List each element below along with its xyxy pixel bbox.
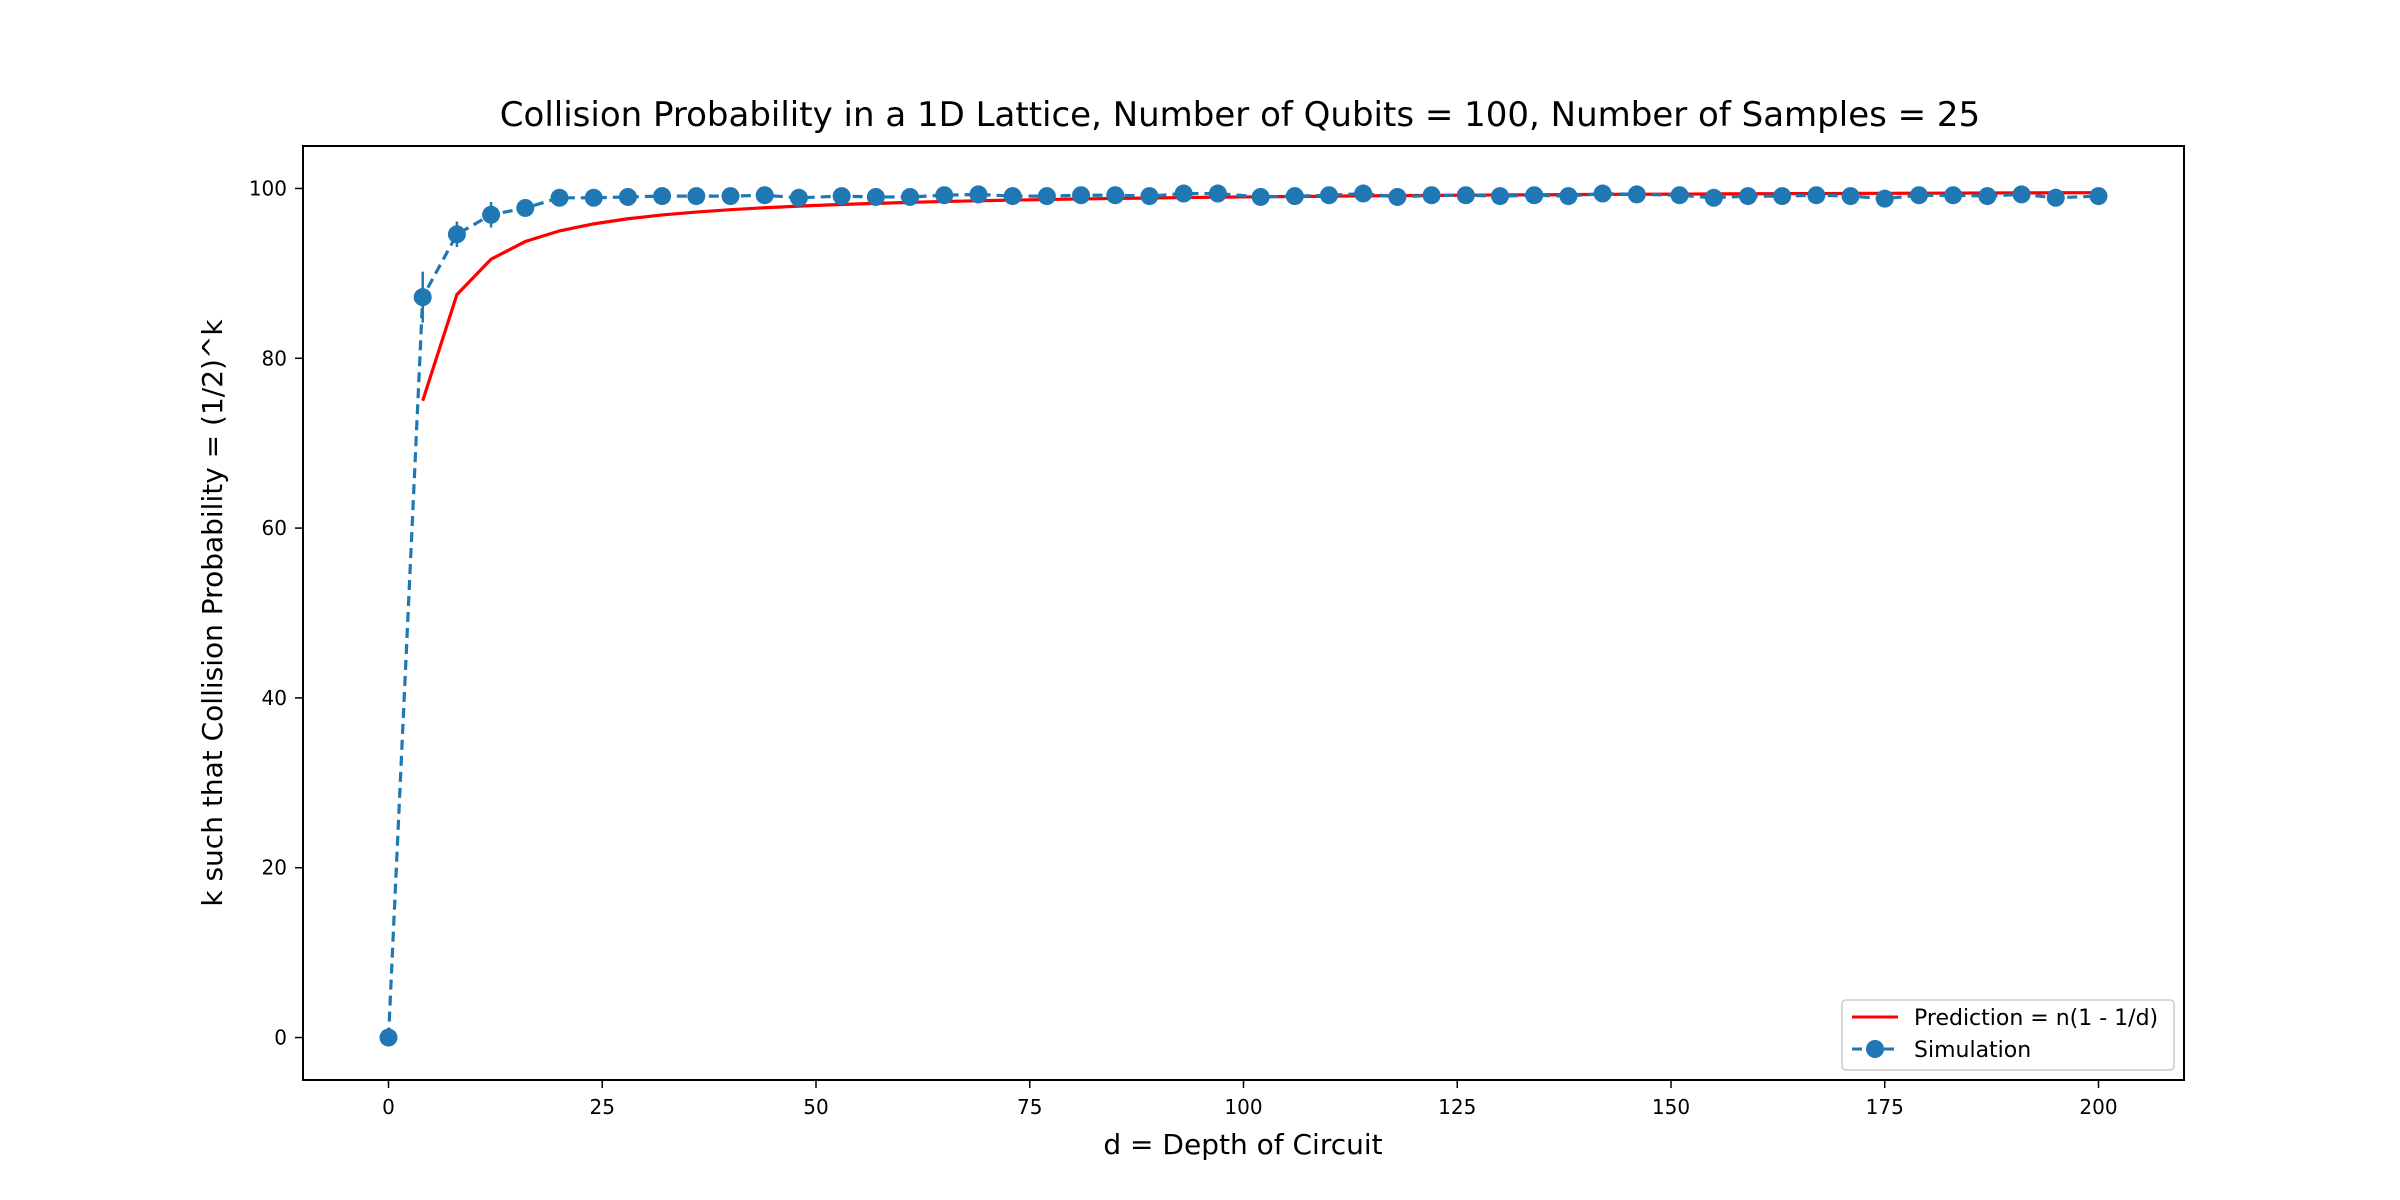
plot-area	[379, 184, 2108, 1047]
simulation-point	[969, 185, 988, 204]
simulation-point	[687, 187, 706, 206]
y-tick-label: 40	[262, 686, 287, 710]
simulation-point	[935, 186, 954, 205]
simulation-point	[1670, 186, 1689, 205]
legend-prediction-label: Prediction = n(1 - 1/d)	[1914, 1006, 2158, 1031]
simulation-point	[618, 187, 637, 206]
simulation-point	[1354, 184, 1373, 203]
simulation-point	[1037, 187, 1056, 206]
simulation-point	[1704, 188, 1723, 207]
simulation-point	[1491, 187, 1509, 206]
simulation-point	[2046, 188, 2065, 207]
simulation-point	[516, 198, 535, 217]
simulation-point	[1285, 187, 1304, 206]
simulation-point	[550, 188, 569, 207]
simulation-point	[1106, 186, 1125, 205]
simulation-point	[2012, 185, 2031, 204]
simulation-point	[1807, 186, 1826, 205]
simulation-point	[1525, 186, 1544, 205]
simulation-point	[866, 187, 885, 206]
x-tick-label: 0	[382, 1095, 395, 1119]
y-tick-label: 20	[262, 856, 287, 880]
simulation-point	[721, 187, 740, 206]
x-tick-label: 25	[590, 1095, 615, 1119]
x-tick-label: 150	[1652, 1095, 1690, 1119]
y-tick-label: 0	[274, 1026, 287, 1050]
simulation-point	[379, 1028, 398, 1047]
simulation-point	[1627, 185, 1646, 204]
simulation-point	[1320, 186, 1338, 205]
simulation-point	[1003, 187, 1022, 206]
x-tick-label: 175	[1866, 1095, 1904, 1119]
simulation-point	[447, 225, 466, 244]
x-tick-label: 125	[1438, 1095, 1476, 1119]
simulation-point	[1978, 187, 1997, 206]
x-tick-label: 200	[2079, 1095, 2117, 1119]
simulation-point	[413, 288, 432, 307]
simulation-point	[1841, 187, 1860, 206]
simulation-point	[1072, 186, 1091, 205]
x-tick-label: 75	[1017, 1095, 1042, 1119]
simulation-point	[901, 187, 920, 206]
y-axis-label: k such that Collision Probability = (1/2…	[196, 319, 229, 907]
simulation-point	[1944, 186, 1963, 205]
x-tick-label: 50	[803, 1095, 828, 1119]
simulation-point	[1174, 184, 1193, 203]
simulation-point	[1422, 186, 1441, 205]
x-axis-label: d = Depth of Circuit	[1103, 1128, 1382, 1161]
simulation-point	[1208, 184, 1227, 203]
legend-simulation-marker	[1866, 1040, 1884, 1058]
simulation-point	[1251, 187, 1270, 206]
y-tick-label: 100	[249, 176, 287, 200]
x-tick-label: 100	[1224, 1095, 1262, 1119]
chart-title: Collision Probability in a 1D Lattice, N…	[500, 95, 1980, 135]
legend-box	[1841, 999, 2175, 1071]
y-tick-label: 60	[262, 516, 287, 540]
simulation-point	[584, 188, 603, 207]
x-axis: 0 25 50 75 100 125 150 175 200	[382, 1080, 2118, 1119]
simulation-point	[1593, 184, 1612, 203]
y-tick-label: 80	[262, 346, 287, 370]
simulation-point	[789, 188, 808, 207]
simulation-point	[1388, 187, 1407, 206]
simulation-point	[1909, 186, 1928, 205]
simulation-point	[1456, 186, 1475, 205]
simulation-point	[1773, 187, 1792, 206]
simulation-point	[2089, 187, 2108, 206]
y-axis: 0 20 40 60 80 100	[249, 176, 303, 1050]
simulation-point	[1875, 189, 1894, 208]
simulation-point	[482, 205, 501, 224]
simulation-point	[755, 186, 774, 205]
legend: Prediction = n(1 - 1/d) Simulation	[1841, 999, 2175, 1071]
simulation-point	[1738, 187, 1757, 206]
simulation-point	[653, 187, 672, 206]
simulation-point	[832, 187, 851, 206]
simulation-point	[1559, 187, 1578, 206]
legend-simulation-label: Simulation	[1914, 1038, 2031, 1063]
simulation-point	[1140, 187, 1159, 206]
